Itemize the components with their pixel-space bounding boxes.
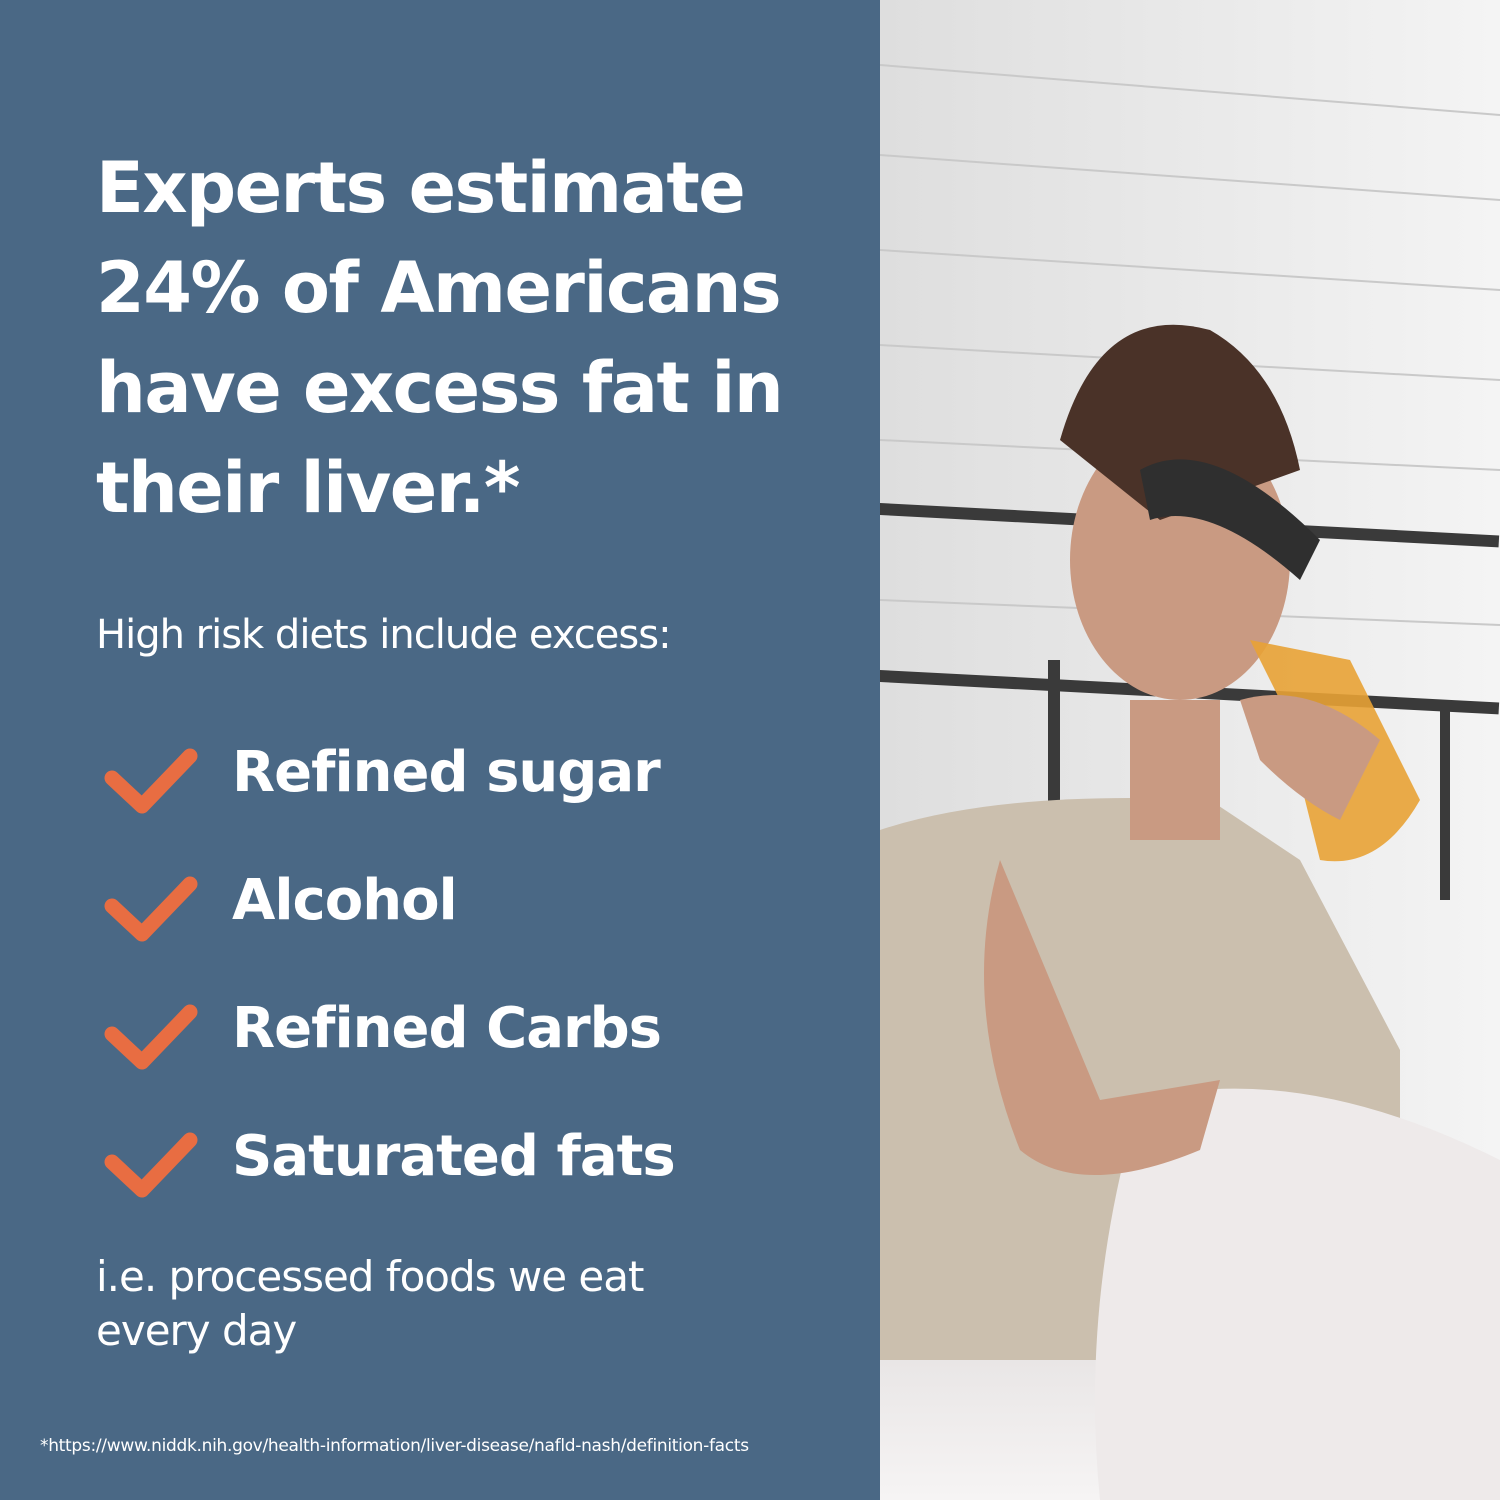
risk-item-label: Refined Carbs [232, 996, 662, 1061]
risk-item-label: Saturated fats [232, 1124, 676, 1189]
list-item: Alcohol [100, 856, 675, 984]
footnote: *https://www.niddk.nih.gov/health-inform… [40, 1436, 749, 1456]
check-icon [104, 748, 198, 814]
woman-drinking-juice-photo [880, 0, 1500, 1500]
list-item: Refined sugar [100, 728, 675, 856]
check-icon [104, 876, 198, 942]
list-item: Saturated fats [100, 1112, 676, 1240]
headline: Experts estimate 24% of Americans have e… [96, 147, 784, 529]
photo-illustration [880, 0, 1500, 1500]
risk-item-label: Alcohol [232, 868, 458, 933]
subheading: High risk diets include excess: [96, 612, 672, 658]
risk-list: Refined sugar Alcohol Refined Carbs Satu… [100, 728, 676, 1240]
risk-item-label: Refined sugar [232, 740, 661, 805]
check-icon [104, 1132, 198, 1198]
list-item: Refined Carbs [100, 984, 675, 1112]
info-panel: Experts estimate 24% of Americans have e… [0, 0, 880, 1500]
footer-text: i.e. processed foods we eat every day [96, 1252, 644, 1355]
check-icon [104, 1004, 198, 1070]
